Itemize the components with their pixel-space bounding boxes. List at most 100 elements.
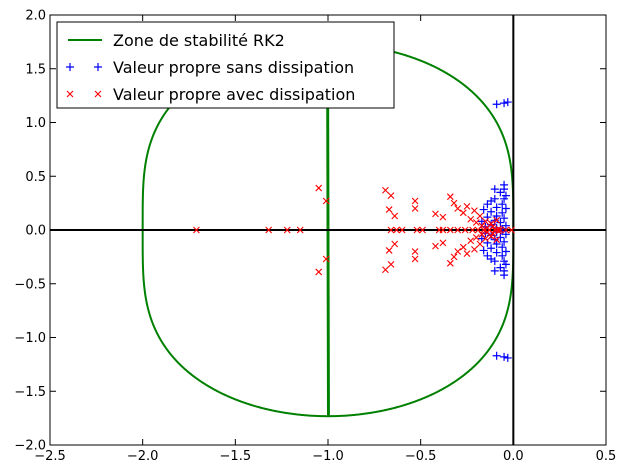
data-point-x	[322, 197, 330, 205]
data-point-x	[495, 227, 502, 235]
data-point-plus	[490, 235, 499, 244]
data-point-x	[454, 226, 462, 234]
data-point-plus	[477, 234, 486, 243]
x-tick-label: 0.0	[503, 449, 524, 464]
data-point-plus	[490, 266, 499, 275]
data-point-plus	[498, 208, 507, 217]
data-point-x	[493, 216, 501, 224]
data-point-plus	[496, 263, 505, 272]
data-point-plus	[492, 212, 501, 221]
data-point-plus	[492, 203, 501, 212]
data-point-x	[487, 220, 495, 227]
data-point-plus	[492, 248, 501, 257]
data-point-x	[480, 226, 488, 234]
y-tick-label: 1.5	[25, 62, 46, 77]
data-point-plus	[483, 200, 492, 209]
y-tick-label: −1.0	[14, 331, 46, 346]
data-point-x	[463, 202, 471, 210]
legend-label-stability: Zone de stabilité RK2	[113, 31, 285, 50]
data-point-plus	[500, 237, 509, 246]
data-point-plus	[479, 205, 488, 214]
x-tick-label: −1.5	[220, 449, 252, 464]
data-point-x	[387, 226, 395, 234]
data-point-x	[391, 212, 399, 220]
data-point-x	[454, 205, 462, 212]
data-point-plus	[500, 352, 509, 361]
data-point-x	[489, 229, 497, 237]
data-point-plus	[483, 251, 492, 260]
data-point-x	[265, 226, 273, 234]
x-tick-label: −2.0	[127, 449, 159, 464]
data-point-plus	[479, 246, 488, 255]
data-point-x	[432, 242, 439, 250]
data-point-x	[446, 259, 454, 267]
x-tick-label: −1.0	[312, 449, 344, 464]
data-point-x	[476, 240, 484, 248]
data-point-x	[471, 207, 478, 215]
data-point-x	[385, 247, 393, 254]
data-point-plus	[498, 243, 507, 252]
y-tick-label: −2.0	[14, 439, 46, 454]
data-point-plus	[492, 100, 501, 109]
data-point-plus	[500, 257, 509, 266]
data-point-x	[461, 226, 469, 234]
data-point-x	[439, 239, 447, 247]
data-point-plus	[490, 185, 499, 194]
data-point-x	[472, 234, 480, 241]
y-tick-label: 1.0	[25, 116, 46, 131]
data-point-plus	[500, 99, 509, 108]
legend-label-with-dissipation: Valeur propre avec dissipation	[113, 85, 355, 104]
y-tick-label: −0.5	[14, 277, 46, 292]
data-point-x	[193, 226, 200, 234]
data-point-x	[491, 226, 499, 234]
data-point-plus	[500, 214, 509, 223]
data-point-x	[398, 226, 406, 234]
data-point-x	[508, 226, 515, 234]
data-point-plus	[490, 216, 499, 225]
data-point-x	[459, 209, 467, 217]
data-point-x	[411, 205, 419, 212]
data-point-x	[496, 226, 504, 234]
eigenvalues-with-dissipation	[193, 184, 515, 276]
data-point-x	[450, 199, 458, 207]
data-point-plus	[496, 218, 505, 227]
data-point-x	[419, 226, 426, 234]
data-point-x	[315, 184, 323, 192]
data-point-x	[446, 193, 454, 201]
legend-label-no-dissipation: Valeur propre sans dissipation	[113, 58, 354, 77]
axis-ticks: −2.5 −2.0 −1.5 −1.0 −0.5 0.0 0.5−2.0−1.5−1.0−0…	[14, 9, 616, 465]
data-point-x	[450, 253, 458, 261]
data-point-x	[432, 210, 439, 218]
data-point-x	[472, 219, 480, 226]
data-point-x	[387, 261, 395, 268]
data-point-plus	[492, 239, 501, 248]
data-point-x	[283, 226, 291, 234]
data-point-x	[322, 255, 330, 263]
data-point-x	[482, 218, 489, 225]
plot-area	[50, 15, 606, 445]
data-point-plus	[501, 204, 510, 213]
legend-swatch-plus	[94, 63, 102, 71]
data-point-plus	[496, 233, 505, 242]
data-point-x	[439, 213, 447, 221]
data-point-x	[454, 248, 462, 255]
data-point-plus	[503, 353, 512, 362]
data-point-x	[502, 226, 510, 234]
data-point-x	[469, 226, 476, 234]
data-point-x	[411, 197, 419, 205]
data-point-plus	[496, 188, 505, 197]
data-point-x	[446, 226, 454, 234]
x-tick-label: −2.5	[34, 449, 66, 464]
legend-swatch-x	[94, 90, 102, 98]
x-tick-label: 0.5	[596, 449, 617, 464]
data-point-x	[385, 206, 393, 213]
zero-axes	[50, 15, 606, 445]
data-point-plus	[477, 217, 486, 226]
data-point-x	[411, 248, 419, 255]
data-point-x	[463, 250, 471, 258]
data-point-x	[459, 243, 467, 251]
y-tick-label: 2.0	[25, 9, 46, 24]
data-point-x	[467, 237, 475, 245]
y-tick-label: 0.5	[25, 170, 46, 185]
data-point-x	[487, 233, 495, 240]
